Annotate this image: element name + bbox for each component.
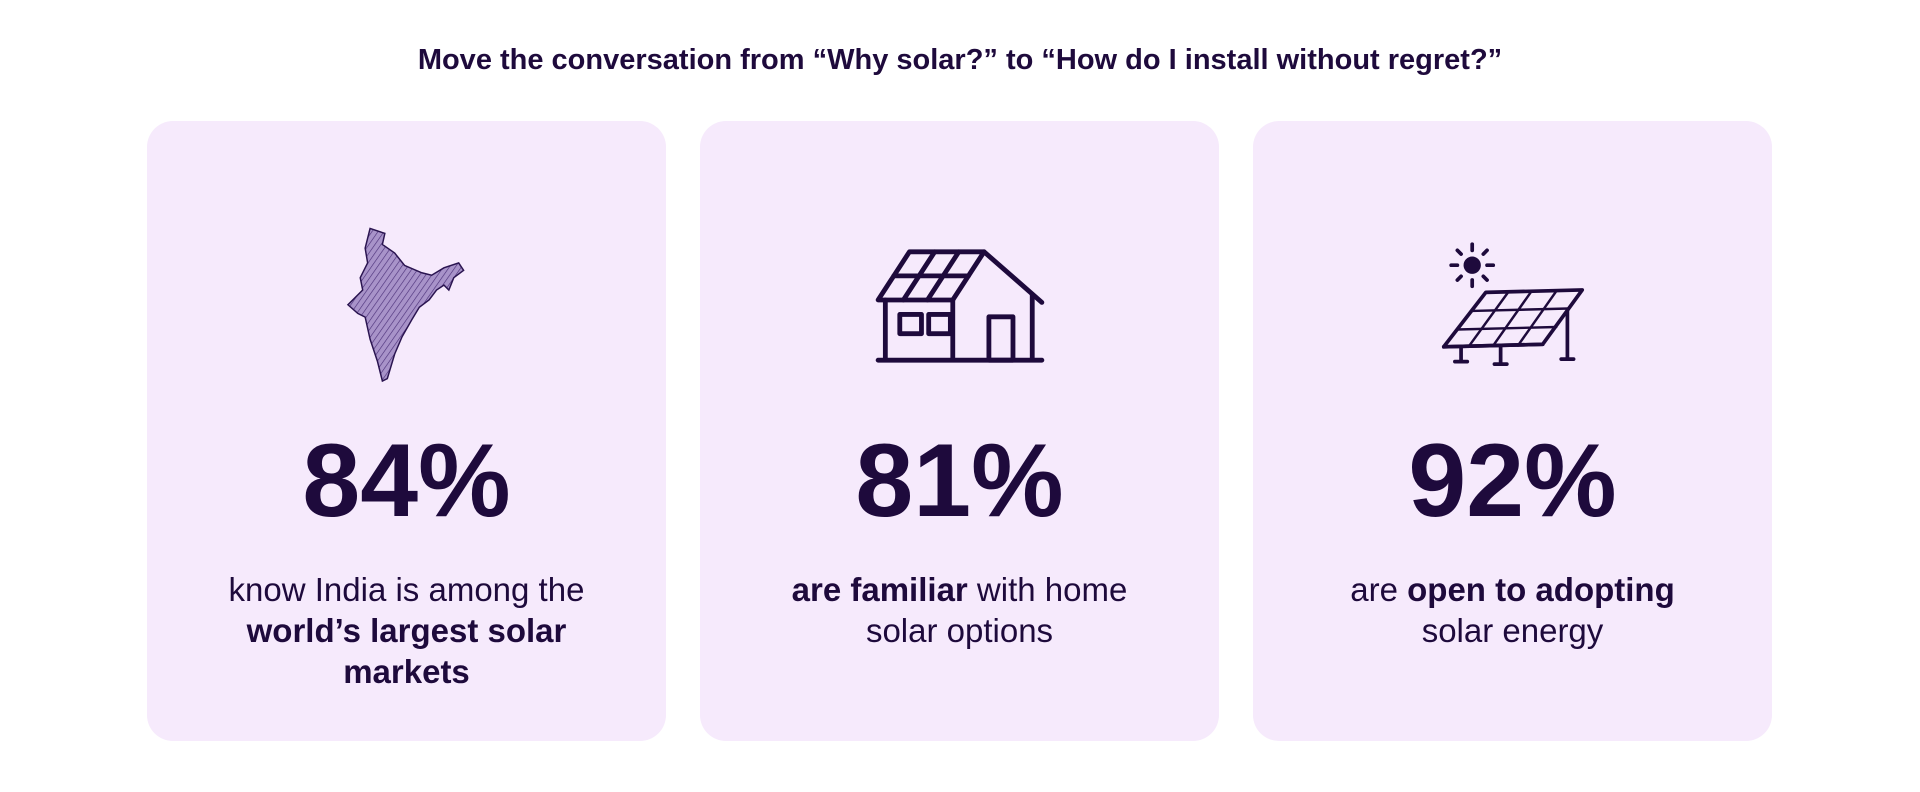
description: are familiar with home solar options xyxy=(700,569,1219,651)
description-line: are familiar with home xyxy=(700,569,1219,610)
emphasis-text: open to adopting xyxy=(1407,571,1675,608)
description: are open to adopting solar energy xyxy=(1253,569,1772,651)
emphasis-text: world’s largest solar xyxy=(246,612,567,649)
house-icon xyxy=(875,249,1044,363)
text: solar options xyxy=(865,612,1054,649)
description-line: solar energy xyxy=(1253,610,1772,651)
text: are xyxy=(1350,571,1408,608)
description-line: solar options xyxy=(700,610,1219,651)
stat: 92% xyxy=(1408,423,1617,539)
description-line: markets xyxy=(147,651,666,692)
text: solar energy xyxy=(1421,612,1604,649)
stat: 84% xyxy=(302,423,511,539)
stat: 81% xyxy=(855,423,1064,539)
emphasis-text: are familiar xyxy=(791,571,968,608)
india-map-icon xyxy=(346,227,465,383)
stat-card: 81% are familiar with home solar options xyxy=(700,121,1219,741)
description: know India is among the world’s largest s… xyxy=(147,569,666,692)
description-line: are open to adopting xyxy=(1253,569,1772,610)
icon xyxy=(1253,221,1772,391)
title: Move the conversation from “Why solar?” … xyxy=(417,44,1503,76)
text: with home xyxy=(967,571,1128,608)
icon xyxy=(700,221,1219,391)
text: know India is among the xyxy=(228,571,585,608)
description-line: know India is among the xyxy=(147,569,666,610)
solar-panel-icon xyxy=(1441,242,1584,366)
stat-card: 84% know India is among the world’s large… xyxy=(147,121,666,741)
description-line: world’s largest solar xyxy=(147,610,666,651)
emphasis-text: markets xyxy=(343,653,470,690)
icon xyxy=(147,221,666,391)
stat-card: 92% are open to adopting solar energy xyxy=(1253,121,1772,741)
